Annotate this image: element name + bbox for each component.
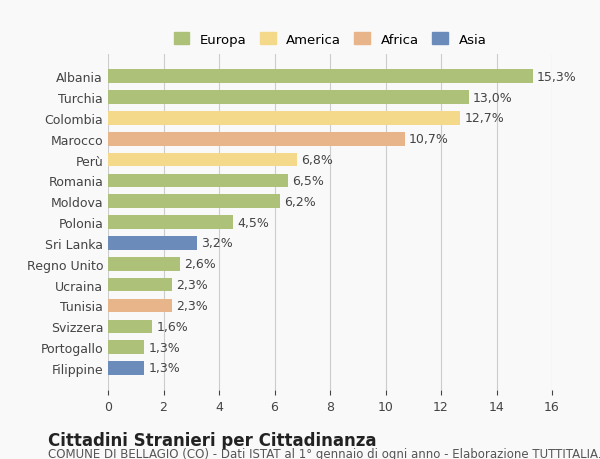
Text: 10,7%: 10,7% — [409, 133, 449, 146]
Text: 15,3%: 15,3% — [537, 71, 577, 84]
Text: 3,2%: 3,2% — [201, 237, 233, 250]
Bar — [108, 361, 144, 375]
Bar — [108, 216, 233, 230]
Legend: Europa, America, Africa, Asia: Europa, America, Africa, Asia — [168, 28, 492, 52]
Text: COMUNE DI BELLAGIO (CO) - Dati ISTAT al 1° gennaio di ogni anno - Elaborazione T: COMUNE DI BELLAGIO (CO) - Dati ISTAT al … — [48, 448, 600, 459]
Bar — [108, 174, 289, 188]
Text: Cittadini Stranieri per Cittadinanza: Cittadini Stranieri per Cittadinanza — [48, 431, 377, 449]
Bar — [108, 70, 533, 84]
Text: 6,2%: 6,2% — [284, 196, 316, 208]
Bar — [108, 133, 405, 146]
Bar — [108, 112, 460, 125]
Text: 4,5%: 4,5% — [237, 216, 269, 229]
Text: 6,8%: 6,8% — [301, 154, 333, 167]
Bar — [108, 320, 152, 333]
Text: 6,5%: 6,5% — [293, 174, 325, 188]
Bar — [108, 195, 280, 208]
Text: 2,3%: 2,3% — [176, 279, 208, 291]
Bar — [108, 91, 469, 105]
Text: 2,3%: 2,3% — [176, 299, 208, 312]
Bar — [108, 237, 197, 250]
Text: 1,6%: 1,6% — [157, 320, 188, 333]
Bar — [108, 153, 296, 167]
Bar — [108, 278, 172, 292]
Bar — [108, 257, 180, 271]
Bar — [108, 341, 144, 354]
Text: 2,6%: 2,6% — [184, 257, 216, 271]
Bar — [108, 299, 172, 313]
Text: 13,0%: 13,0% — [473, 91, 512, 104]
Text: 1,3%: 1,3% — [148, 362, 180, 375]
Text: 12,7%: 12,7% — [464, 112, 505, 125]
Text: 1,3%: 1,3% — [148, 341, 180, 354]
